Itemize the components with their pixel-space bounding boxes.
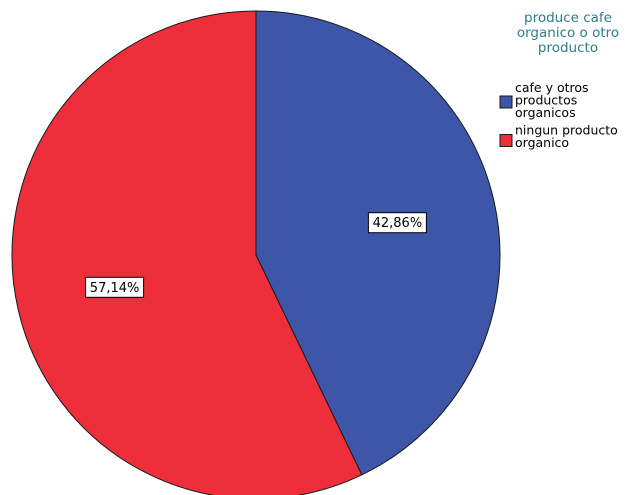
legend-label-line: cafe y otros [515,80,589,95]
data-labels: 42,86% 57,14% [85,212,427,298]
legend-label-line: productos [515,93,577,108]
pie-slice-1 [255,10,501,476]
pie-slices [11,10,501,495]
data-label-text: 42,86% [373,216,423,231]
data-label-box [367,212,427,234]
legend-label-line: ningun producto [515,123,618,138]
data-label-box [85,276,145,298]
data-label-text: 57,14% [90,281,140,296]
legend-title-line: produce cafe [524,10,612,26]
pie-slice-2 [11,10,363,495]
legend-swatch [499,134,513,147]
data-label-1: 42,86% [367,212,427,234]
data-label-2: 57,14% [85,276,145,298]
legend-swatch [499,95,513,109]
legend-label-line: organico [515,135,569,150]
legend-title-line: organico o otro [517,25,619,41]
legend-label-line: organicos [515,105,576,120]
legend-title-line: producto [538,40,598,56]
